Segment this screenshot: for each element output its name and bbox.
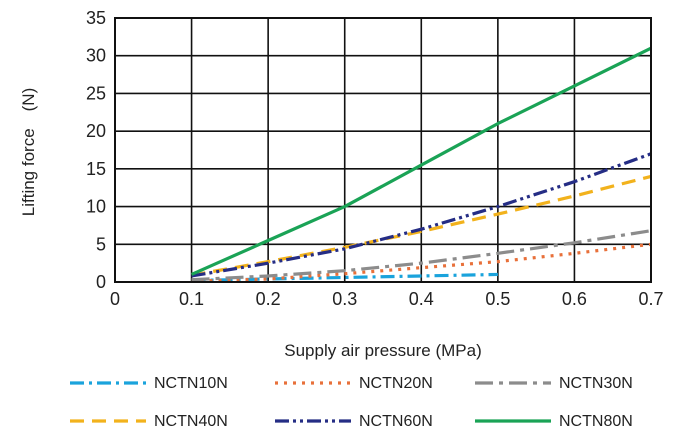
- x-tick-label: 0: [110, 289, 120, 309]
- legend-label-nctn20n: NCTN20N: [359, 375, 433, 392]
- legend: NCTN10N NCTN20N NCTN30N NCTN40N NCTN60N NCTN8…: [70, 375, 633, 430]
- series-line-nctn80n: [190, 46, 652, 276]
- series-lines: [190, 46, 652, 283]
- y-tick-label: 5: [96, 234, 106, 254]
- legend-label-nctn10n: NCTN10N: [154, 375, 228, 392]
- x-tick-label: 0.3: [332, 289, 357, 309]
- y-tick-label: 25: [86, 83, 106, 103]
- series-line-nctn10n: [191, 272, 498, 283]
- legend-label-nctn60n: NCTN60N: [359, 413, 433, 430]
- x-tick-label: 0.6: [562, 289, 587, 309]
- x-axis-title: Supply air pressure (MPa): [284, 341, 481, 360]
- series-line-nctn60n: [191, 152, 652, 278]
- x-tick-label: 0.7: [638, 289, 663, 309]
- series-line-nctn30n: [191, 229, 652, 282]
- plot-frame: [114, 17, 652, 283]
- y-axis-title: Lifting force (N): [19, 88, 38, 216]
- y-tick-label: 35: [86, 8, 106, 28]
- y-tick-label: 0: [96, 272, 106, 292]
- y-tick-label: 10: [86, 197, 106, 217]
- legend-label-nctn80n: NCTN80N: [559, 413, 633, 430]
- x-tick-label: 0.1: [179, 289, 204, 309]
- legend-label-nctn30n: NCTN30N: [559, 375, 633, 392]
- x-tick-label: 0.2: [256, 289, 281, 309]
- tick-labels: 0 0.1 0.2 0.3 0.4 0.5 0.6 0.7 0 5 10 15 20 25 30 35: [86, 8, 664, 309]
- x-tick-label: 0.4: [409, 289, 434, 309]
- x-tick-label: 0.5: [485, 289, 510, 309]
- y-tick-label: 20: [86, 121, 106, 141]
- y-tick-label: 15: [86, 159, 106, 179]
- legend-label-nctn40n: NCTN40N: [154, 413, 228, 430]
- y-tick-label: 30: [86, 46, 106, 66]
